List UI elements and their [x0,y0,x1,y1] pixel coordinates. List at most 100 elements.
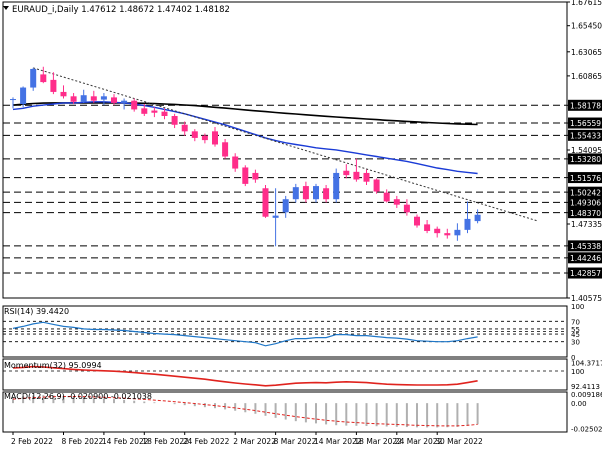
macd-tick-label: 0.00 [571,400,587,408]
macd-label: MACD(12,26,9) -0.020900 -0.021038 [4,392,152,401]
rsi-tick-label: 70 [571,318,580,326]
candle-body [454,229,461,236]
price-tick-label: 1.54095 [571,146,602,155]
price-tick-label: 1.47335 [571,220,602,229]
momentum-label: Momentum(32) 95.0994 [4,361,102,370]
price-highlight-box [568,252,602,264]
candle-body [70,96,77,102]
price-highlight-label: 1.56559 [570,119,601,128]
price-highlight-box [568,267,602,279]
candle-body [50,79,57,92]
rsi-tick-label: 45 [571,331,580,339]
collapse-arrow-icon[interactable] [3,6,9,10]
price-highlight-label: 1.45338 [570,242,601,251]
price-tick-label: 1.60865 [571,72,602,81]
price-highlight-label: 1.53280 [570,155,601,164]
candle-body [201,135,208,141]
candle-body [424,224,431,231]
candle-body [90,96,97,101]
rsi-tick-label: 100 [571,303,584,311]
candle-body [80,95,87,102]
time-tick-label: 18 Feb 2022 [142,437,189,446]
candle-body [60,91,67,97]
price-highlight-label: 1.58178 [570,102,601,111]
price-tick-label: 1.40575 [571,294,602,303]
candle-body [232,156,239,169]
price-highlight-label: 1.42857 [570,269,601,278]
ma-fast-line [12,101,478,175]
panel-frame-macd [2,391,568,433]
candle-body [333,172,340,200]
candle-body [100,96,107,100]
price-tick-label: 1.67615 [571,0,602,7]
symbol-header: EURAUD_i,Daily 1.47612 1.48672 1.47402 1… [12,5,230,15]
price-highlight-box [568,186,602,198]
candle-body [414,216,420,226]
time-tick-label: 14 Mar 2022 [314,437,362,446]
price-highlight-box [568,99,602,111]
panel-labels: EURAUD_i,Daily 1.47612 1.48672 1.47402 1… [4,5,230,401]
price-highlight-box [568,207,602,219]
time-tick-label: 24 Feb 2022 [183,437,230,446]
price-tick-label: 1.65450 [571,22,602,31]
momentum-tick-label: 92.4113 [571,383,600,391]
candle-body [10,99,16,101]
price-tick-label: 1.63065 [571,48,602,57]
macd-tick-label: -0.025025 [571,425,602,433]
ma-slow-line [12,102,478,126]
price-highlight-box [568,117,602,129]
time-tick-label: 18 Mar 2022 [354,437,402,446]
candle-body [191,131,198,138]
candles [10,66,481,247]
candle-body [171,116,178,125]
level-lines [3,104,567,274]
price-highlight-label: 1.49306 [570,199,601,208]
candle-body [363,172,370,182]
candle-body [434,228,441,234]
indicators [3,320,567,428]
candle-body [161,111,168,117]
candle-body [262,188,269,217]
candle-body [383,192,390,202]
price-highlight-label: 1.48370 [570,209,601,218]
candle-body [282,199,289,213]
macd-signal-line [12,396,478,427]
time-tick-label: 14 Feb 2022 [102,437,149,446]
price-axis: 1.67615 1.65450 1.63065 1.60865 1.58178 1.565… [567,0,602,433]
candle-body [121,100,128,103]
time-tick-label: 8 Feb 2022 [62,437,104,446]
momentum-tick-label: 100 [571,368,584,376]
price-highlight-box [568,172,602,184]
time-tick-label: 8 Mar 2022 [274,437,317,446]
candle-body [111,97,117,103]
candle-body [212,131,218,145]
candle-body [323,188,330,200]
price-highlight-label: 1.55433 [570,132,601,141]
price-highlight-box [568,240,602,252]
price-highlight-box [568,129,602,141]
time-tick-label: 30 Mar 2022 [435,437,483,446]
rsi-tick-label: 0 [571,354,575,362]
momentum-line [12,365,478,387]
momentum-tick-label: 104.3717 [571,359,602,367]
candle-body [272,215,279,218]
panel-frame-mom [2,358,568,391]
rsi-line [12,321,478,347]
candle-body [343,170,350,176]
candle-body [252,172,259,180]
price-highlight-box [568,196,602,208]
candle-body [393,199,400,205]
moving-averages [12,101,478,175]
time-tick-label: 24 Mar 2022 [395,437,443,446]
price-highlight-label: 1.50242 [570,188,601,197]
candle-body [373,179,380,192]
candle-body [474,214,481,222]
candle-body [403,204,410,213]
candle-body [141,108,148,114]
candle-body [151,110,158,113]
candle-body [353,171,360,180]
time-tick-label: 2 Feb 2022 [11,437,53,446]
rsi-tick-label: 30 [571,339,580,347]
